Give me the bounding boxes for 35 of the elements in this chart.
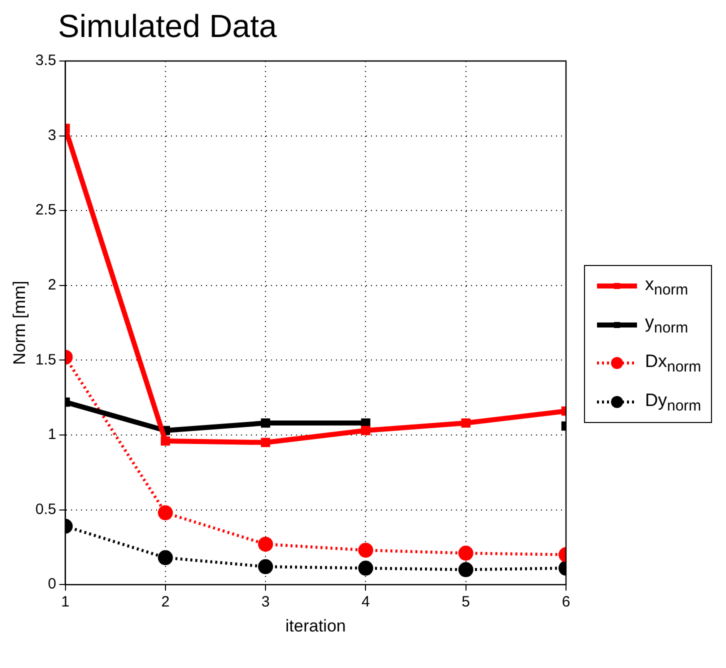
point xyxy=(458,562,474,578)
y-tick-label: 0 xyxy=(48,576,56,593)
x-tick-label: 2 xyxy=(161,594,170,611)
y-tick-label: 2 xyxy=(48,276,56,294)
legend-label: x$_{norm}$ xyxy=(645,274,688,298)
point xyxy=(258,536,274,552)
point xyxy=(358,560,374,576)
point xyxy=(258,559,274,574)
y-tick-label: 1.5 xyxy=(35,351,56,368)
x-tick-label: 4 xyxy=(362,594,370,611)
y-tick-label: 0.5 xyxy=(35,500,56,518)
point xyxy=(260,418,270,428)
y-tick-label: 2.5 xyxy=(35,202,56,219)
x-tick-label: 5 xyxy=(462,594,470,611)
y-tick-label: 1 xyxy=(48,426,56,444)
y-axis-title: Norm [mm] xyxy=(10,280,29,365)
x-tick-label: 6 xyxy=(562,594,570,611)
point xyxy=(260,438,270,448)
point xyxy=(158,550,173,566)
legend-label: y$_{norm}$ xyxy=(645,312,688,337)
chart-title: Simulated Data xyxy=(57,8,278,45)
legend-label: Dx$_{norm}$ xyxy=(645,351,702,376)
point xyxy=(160,436,170,446)
x-tick-label: 1 xyxy=(61,594,70,611)
point xyxy=(361,418,370,428)
point xyxy=(361,426,370,436)
point xyxy=(458,546,474,561)
point xyxy=(358,542,374,558)
x-axis-title: iteration xyxy=(285,616,346,636)
point xyxy=(158,505,173,520)
y-tick-label: 3 xyxy=(48,126,56,144)
point xyxy=(461,418,470,428)
x-tick-label: 3 xyxy=(261,594,270,611)
legend-label: Dy$_{norm}$ xyxy=(645,390,702,414)
y-tick-label: 3.5 xyxy=(35,52,56,70)
